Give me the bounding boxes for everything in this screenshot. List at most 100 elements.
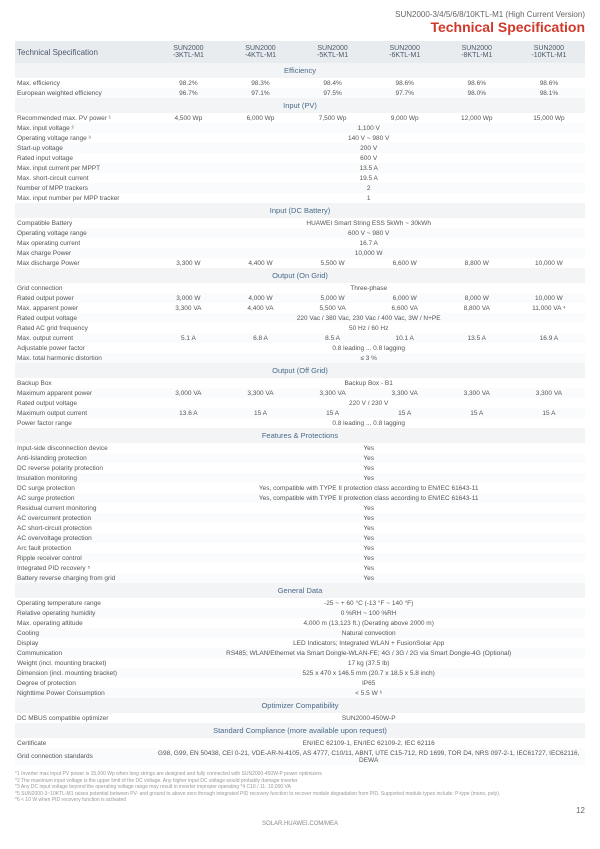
row-value: RS485; WLAN/Ethernet via Smart Dongle-WL… <box>152 648 585 658</box>
row-label: Communication <box>15 648 152 658</box>
row-value: HUAWEI Smart String ESS 5kWh ~ 30kWh <box>152 218 585 228</box>
row-label: Grid connection <box>15 283 152 293</box>
row-label: Battery reverse charging from grid <box>15 573 152 583</box>
table-row: Arc fault protectionYes <box>15 543 585 553</box>
row-value: 7,500 Wp <box>297 113 369 123</box>
table-row: Insulation monitoringYes <box>15 473 585 483</box>
table-row: Max operating current16.7 A <box>15 238 585 248</box>
table-row: Max. input voltage ²1,100 V <box>15 123 585 133</box>
row-label: Display <box>15 638 152 648</box>
row-label: Max. short-circuit current <box>15 173 152 183</box>
table-row: Input-side disconnection deviceYes <box>15 443 585 453</box>
table-row: Maximum output current13.6 A15 A15 A15 A… <box>15 408 585 418</box>
row-label: AC surge protection <box>15 493 152 503</box>
row-value: Yes <box>152 573 585 583</box>
row-value: 3,000 VA <box>152 388 224 398</box>
row-label: Cooling <box>15 628 152 638</box>
row-label: Max operating current <box>15 238 152 248</box>
row-value: 15,000 Wp <box>513 113 585 123</box>
row-label: Max. efficiency <box>15 78 152 88</box>
row-value: 16.9 A <box>513 333 585 343</box>
row-value: 19.5 A <box>152 173 585 183</box>
row-label: Relative operating humidity <box>15 608 152 618</box>
row-value: 3,300 VA <box>441 388 513 398</box>
row-label: Ripple receiver control <box>15 553 152 563</box>
row-value: 13.5 A <box>441 333 513 343</box>
row-label: Anti-Islanding protection <box>15 453 152 463</box>
table-row: AC overcurrent protectionYes <box>15 513 585 523</box>
row-label: Rated input voltage <box>15 153 152 163</box>
row-value: 5,000 W <box>297 293 369 303</box>
row-value: 15 A <box>513 408 585 418</box>
row-label: Backup Box <box>15 378 152 388</box>
row-label: Rated output voltage <box>15 313 152 323</box>
row-value: Three-phase <box>152 283 585 293</box>
row-value: 8.5 A <box>297 333 369 343</box>
row-label: Max discharge Power <box>15 258 152 268</box>
row-label: Number of MPP trackers <box>15 183 152 193</box>
row-label: Recommended max. PV power ¹ <box>15 113 152 123</box>
row-value: 9,000 Wp <box>369 113 441 123</box>
table-row: Operating voltage range600 V ~ 980 V <box>15 228 585 238</box>
row-value: 4,400 VA <box>224 303 296 313</box>
row-label: DC MBUS compatible optimizer <box>15 713 152 723</box>
table-row: AC short-circuit protectionYes <box>15 523 585 533</box>
table-row: Dimension (incl. mounting bracket)525 x … <box>15 668 585 678</box>
table-row: Operating temperature range-25 ~ + 60 °C… <box>15 598 585 608</box>
row-label: Rated output voltage <box>15 398 152 408</box>
row-value: 3,300 W <box>152 258 224 268</box>
row-label: Operating voltage range <box>15 228 152 238</box>
row-value: Natural convection <box>152 628 585 638</box>
row-value: G98, G99, EN 50438, CEI 0-21, VDE-AR-N-4… <box>152 748 585 765</box>
row-label: DC surge protection <box>15 483 152 493</box>
table-row: DC reverse polarity protectionYes <box>15 463 585 473</box>
row-label: AC overcurrent protection <box>15 513 152 523</box>
section-header: Input (PV) <box>15 98 585 113</box>
row-label: Weight (incl. mounting bracket) <box>15 658 152 668</box>
row-value: Yes <box>152 453 585 463</box>
header-title: Technical Specification <box>15 19 585 35</box>
table-row: Max. input number per MPP tracker1 <box>15 193 585 203</box>
section-header: Input (DC Battery) <box>15 203 585 218</box>
row-value: 1 <box>152 193 585 203</box>
col-header-3: SUN2000-6KTL-M1 <box>369 41 441 63</box>
row-value: 3,300 VA <box>152 303 224 313</box>
table-row: AC overvoltage protectionYes <box>15 533 585 543</box>
table-row: Residual current monitoringYes <box>15 503 585 513</box>
row-value: 3,300 VA <box>513 388 585 398</box>
table-row: Relative operating humidity0 %RH ~ 100 %… <box>15 608 585 618</box>
row-value: 5.1 A <box>152 333 224 343</box>
row-value: 220 Vac / 380 Vac, 230 Vac / 400 Vac, 3W… <box>152 313 585 323</box>
row-value: 98.1% <box>513 88 585 98</box>
table-row: Rated output voltage220 V / 230 V <box>15 398 585 408</box>
row-value: 8,800 VA <box>441 303 513 313</box>
row-value: 10,000 W <box>152 248 585 258</box>
row-label: Rated AC grid frequency <box>15 323 152 333</box>
table-row: Max. total harmonic distortion≤ 3 % <box>15 353 585 363</box>
table-row: DC surge protectionYes, compatible with … <box>15 483 585 493</box>
row-value: 98.0% <box>441 88 513 98</box>
row-value: 4,000 m (13,123 ft.) (Derating above 200… <box>152 618 585 628</box>
row-value: 96.7% <box>152 88 224 98</box>
table-row: CertificateEN/IEC 62109-1, EN/IEC 62109-… <box>15 738 585 748</box>
row-value: Yes <box>152 533 585 543</box>
row-value: Yes <box>152 473 585 483</box>
footnote: *6 < 10 W when PID recovery function is … <box>15 797 585 804</box>
table-row: Integrated PID recovery ⁵Yes <box>15 563 585 573</box>
row-label: Rated output power <box>15 293 152 303</box>
row-value: 10,000 W <box>513 293 585 303</box>
row-value: 4,400 W <box>224 258 296 268</box>
row-value: 5,500 VA <box>297 303 369 313</box>
section-header: Standard Compliance (more available upon… <box>15 723 585 738</box>
row-value: 0.8 leading ... 0.8 lagging <box>152 418 585 428</box>
table-row: Rated output power3,000 W4,000 W5,000 W6… <box>15 293 585 303</box>
table-row: Power factor range0.8 leading ... 0.8 la… <box>15 418 585 428</box>
row-value: 600 V <box>152 153 585 163</box>
row-value: 98.3% <box>224 78 296 88</box>
row-label: Certificate <box>15 738 152 748</box>
row-label: Arc fault protection <box>15 543 152 553</box>
table-row: Rated output voltage220 Vac / 380 Vac, 2… <box>15 313 585 323</box>
row-value: 140 V ~ 980 V <box>152 133 585 143</box>
row-value: 11,000 VA ⁴ <box>513 303 585 313</box>
row-value: 0.8 leading ... 0.8 lagging <box>152 343 585 353</box>
